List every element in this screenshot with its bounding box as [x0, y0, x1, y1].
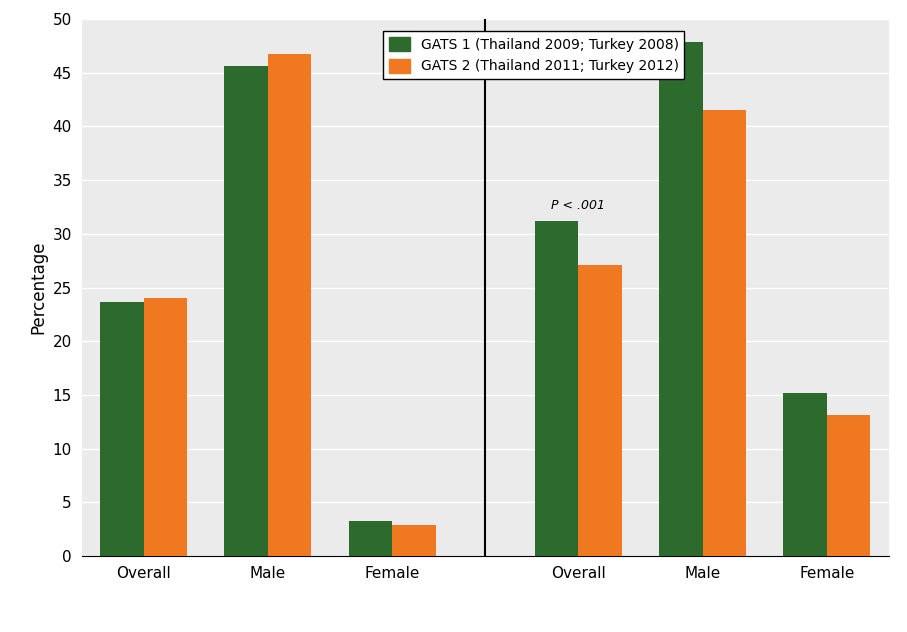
- Bar: [224, 66, 268, 556]
- Bar: [143, 298, 187, 556]
- Bar: [827, 415, 870, 556]
- Text: P < .001: P < .001: [551, 199, 605, 212]
- Bar: [579, 265, 622, 556]
- Bar: [392, 525, 435, 556]
- Legend: GATS 1 (Thailand 2009; Turkey 2008), GATS 2 (Thailand 2011; Turkey 2012): GATS 1 (Thailand 2009; Turkey 2008), GAT…: [383, 31, 684, 79]
- Bar: [784, 393, 827, 556]
- Bar: [535, 221, 579, 556]
- Bar: [659, 42, 703, 556]
- Bar: [101, 301, 143, 556]
- Bar: [268, 54, 311, 556]
- Bar: [703, 111, 746, 556]
- Y-axis label: Percentage: Percentage: [29, 241, 47, 334]
- Bar: [348, 521, 392, 556]
